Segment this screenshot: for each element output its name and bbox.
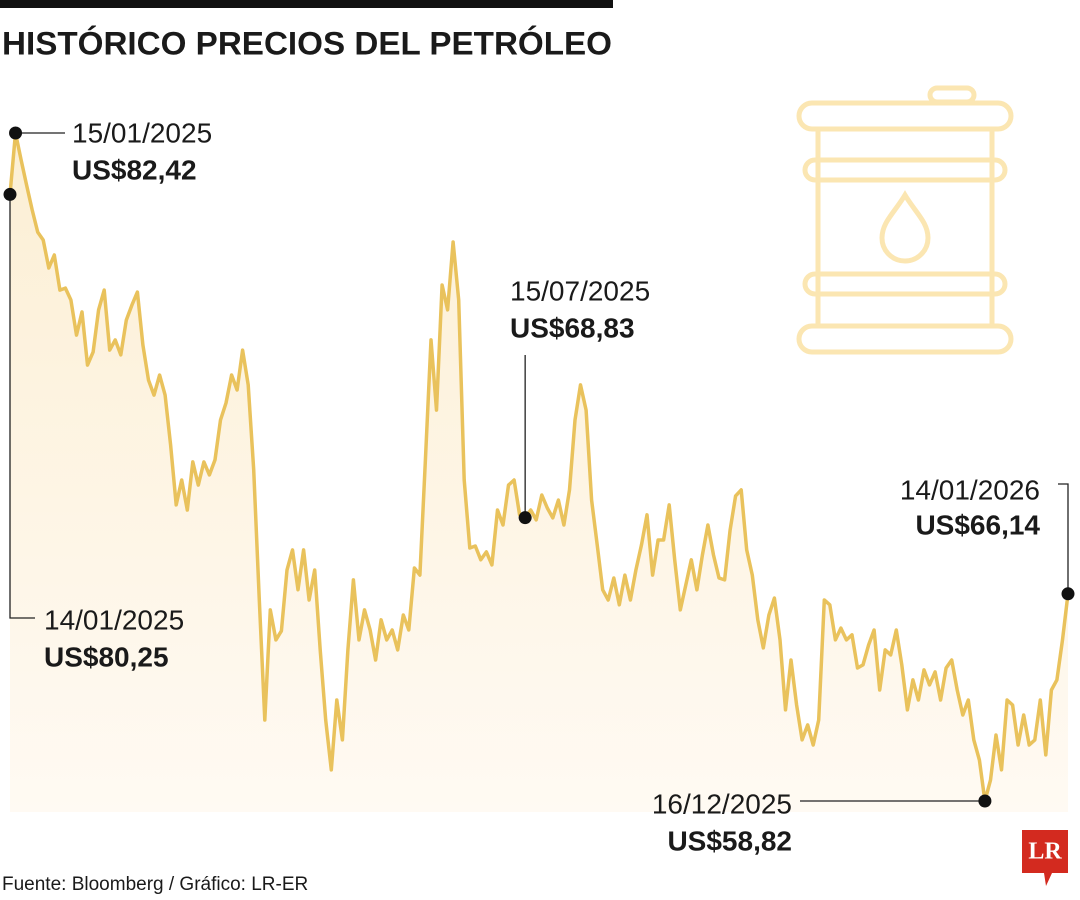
leader-line [1058, 483, 1069, 594]
point-marker [978, 794, 992, 808]
point-marker [9, 126, 23, 140]
annotation-value: US$58,82 [667, 825, 792, 856]
price-line [8, 131, 1070, 803]
barrel-icon [796, 85, 1014, 355]
point-marker [1061, 587, 1075, 601]
annotation-date: 14/01/2025 [44, 604, 184, 635]
logo-text: LR [1028, 839, 1062, 865]
annotation-value: US$82,42 [72, 154, 197, 185]
source-note: Fuente: Bloomberg / Gráfico: LR-ER [2, 874, 308, 895]
top-bar [0, 0, 613, 8]
leader-line [9, 194, 35, 619]
annotation-value: US$80,25 [44, 641, 169, 672]
point-marker [3, 187, 17, 201]
annotation-date: 15/01/2025 [72, 117, 212, 148]
chart-title: HISTÓRICO PRECIOS DEL PETRÓLEO [2, 25, 612, 61]
point-marker [518, 511, 532, 525]
area [10, 133, 1068, 812]
annotation-value: US$68,83 [510, 312, 635, 343]
annotation-date: 16/12/2025 [652, 788, 792, 819]
annotation-value: US$66,14 [915, 509, 1040, 540]
logo: LR [1022, 830, 1068, 886]
annotation-date: 14/01/2026 [900, 474, 1040, 505]
annotation-date: 15/07/2025 [510, 275, 650, 306]
plot-area: 14/01/2025 US$80,25 15/01/2025 US$82,42 15/0… [3, 117, 1075, 856]
